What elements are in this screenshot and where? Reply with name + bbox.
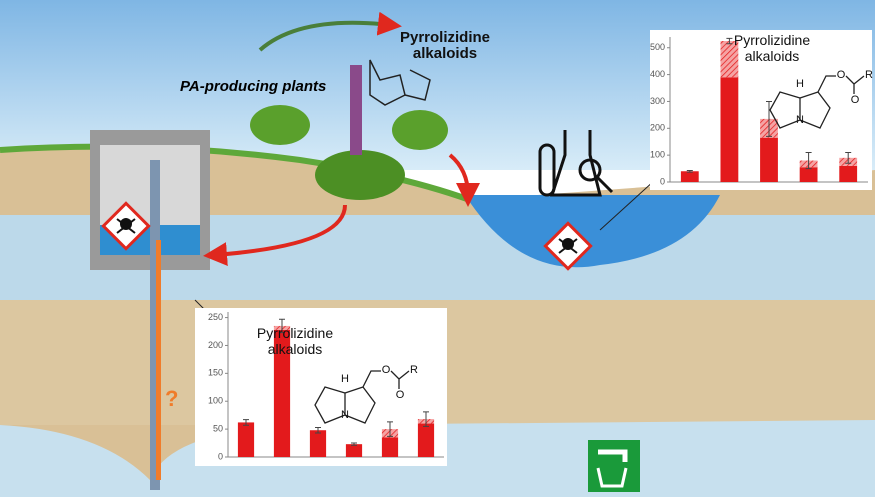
bar-segment: [680, 171, 699, 182]
y-tick-label: 100: [208, 396, 223, 406]
error-bar: [387, 421, 393, 437]
chart-title: Pyrrolizidine alkaloids: [733, 32, 811, 64]
y-tick-label: 150: [208, 368, 223, 378]
error-bar: [766, 100, 772, 137]
error-bar: [279, 318, 285, 334]
chart-title: Pyrrolizidine alkaloids: [256, 325, 334, 357]
error-bar: [805, 151, 812, 170]
y-tick-label: 200: [650, 123, 665, 133]
y-tick-label: 50: [213, 423, 223, 433]
error-bar: [686, 169, 693, 173]
bar-segment: [720, 41, 739, 78]
atom-label: O: [837, 69, 846, 81]
hazard-symbol: [101, 201, 151, 251]
error-bar: [726, 37, 733, 45]
structure: [314, 370, 410, 424]
atom-label: H: [341, 373, 349, 385]
bar-segment: [760, 137, 778, 182]
y-tick-label: 250: [208, 312, 223, 322]
y-tick-label: 100: [650, 150, 665, 160]
question-mark: ?: [165, 386, 178, 411]
bar-segment: [273, 329, 291, 457]
bar-segment: [839, 165, 858, 182]
bar-segment: [345, 444, 363, 457]
plant: [250, 65, 448, 200]
bar-segment: [720, 77, 739, 182]
error-bar: [351, 442, 357, 446]
bar-segment: [237, 422, 255, 457]
bar-segment: [309, 430, 327, 457]
atom-label: R: [410, 364, 418, 376]
y-tick-label: 0: [660, 176, 665, 186]
atom-label: N: [341, 409, 349, 421]
bar-segment: [381, 437, 399, 457]
error-bar: [315, 426, 321, 434]
bar-segment: [799, 167, 818, 182]
error-bar: [243, 419, 249, 426]
atom-label: O: [396, 389, 405, 401]
atom-label: N: [796, 114, 804, 126]
atom-label: O: [382, 364, 391, 376]
plants-label: PA-producing plants: [180, 78, 326, 95]
hazard-symbol: [543, 221, 593, 271]
y-tick-label: 500: [650, 42, 665, 52]
structure: [769, 75, 865, 129]
atom-label: O: [851, 94, 860, 106]
y-tick-label: 300: [650, 96, 665, 106]
bar-segment: [417, 423, 435, 457]
error-bar: [845, 151, 852, 164]
atom-label: H: [796, 78, 804, 90]
lab-icon: [538, 130, 614, 197]
top-structure: [369, 59, 431, 106]
atom-label: R: [865, 69, 873, 81]
y-tick-label: 0: [218, 451, 223, 461]
drinking-water-icon: [588, 440, 640, 492]
top-title: Pyrrolizidine alkaloids: [399, 29, 491, 62]
y-tick-label: 200: [208, 340, 223, 350]
error-bar: [423, 411, 429, 427]
y-tick-label: 400: [650, 69, 665, 79]
